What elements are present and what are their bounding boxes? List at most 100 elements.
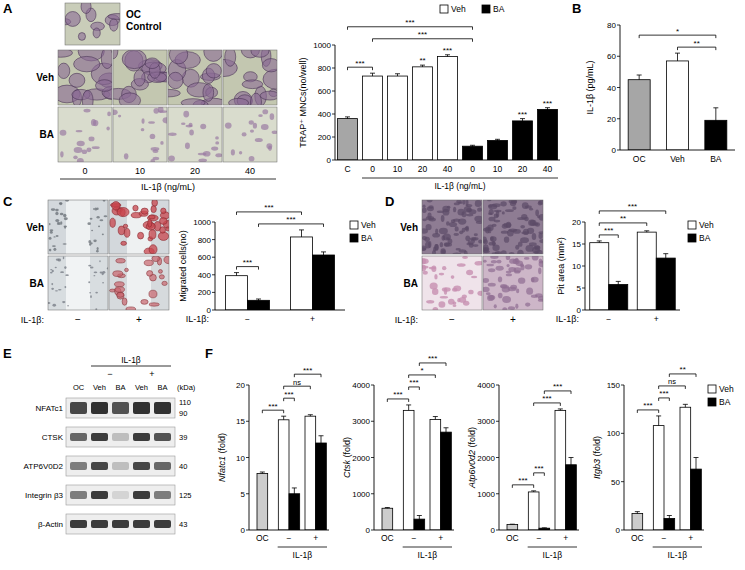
bar bbox=[313, 255, 335, 310]
cell bbox=[211, 146, 218, 150]
y-tick bbox=[212, 274, 215, 275]
cell bbox=[51, 283, 53, 285]
cell bbox=[422, 259, 429, 264]
x-label: IL-1β bbox=[418, 550, 438, 560]
x-axis bbox=[374, 530, 454, 531]
micrograph bbox=[58, 50, 112, 105]
legend-label: BA bbox=[719, 397, 731, 407]
micrograph-bg bbox=[483, 256, 543, 310]
label: BA bbox=[404, 278, 418, 289]
cell bbox=[204, 50, 222, 61]
cell bbox=[125, 268, 129, 271]
y-label-part: Ctsk bbox=[342, 460, 352, 479]
micrograph bbox=[109, 200, 169, 254]
significance: ** bbox=[694, 39, 700, 48]
cell bbox=[512, 206, 516, 210]
cell bbox=[255, 138, 263, 142]
cell bbox=[56, 235, 59, 237]
cell bbox=[215, 141, 219, 144]
micrograph-bg bbox=[422, 200, 482, 254]
cell bbox=[113, 271, 123, 277]
category-label: 0 bbox=[370, 164, 375, 174]
cell bbox=[206, 64, 221, 78]
significance: *** bbox=[268, 402, 277, 411]
legend-swatch bbox=[482, 5, 490, 13]
significance: *** bbox=[643, 401, 652, 410]
panel-letter: D bbox=[385, 194, 394, 209]
y-label-part: (fold) bbox=[342, 437, 352, 460]
group-line bbox=[60, 179, 276, 180]
bar bbox=[291, 237, 313, 310]
significance: *** bbox=[393, 390, 402, 399]
group-line bbox=[278, 547, 327, 548]
cell bbox=[97, 247, 99, 250]
y-tick bbox=[212, 222, 215, 223]
cell bbox=[525, 264, 532, 269]
cell bbox=[488, 242, 496, 246]
micrograph-frame bbox=[65, 3, 120, 45]
cell bbox=[488, 283, 496, 287]
y-tick bbox=[582, 288, 585, 289]
cell bbox=[535, 209, 539, 216]
bar bbox=[609, 284, 628, 310]
cell bbox=[427, 200, 433, 203]
category-label: 40 bbox=[543, 164, 553, 174]
blot-band bbox=[70, 462, 87, 470]
cell bbox=[449, 222, 457, 227]
chart: 02004006008001000−+IL-1β:Migrated cells(… bbox=[178, 203, 376, 324]
blot-strip bbox=[66, 485, 175, 505]
cell bbox=[262, 109, 268, 114]
cell bbox=[169, 50, 187, 64]
cell bbox=[121, 241, 127, 245]
bar bbox=[316, 443, 327, 530]
x-label: IL-1β: bbox=[186, 314, 209, 324]
cell bbox=[483, 287, 490, 292]
x-axis bbox=[335, 160, 560, 161]
cell bbox=[55, 209, 59, 212]
cell bbox=[468, 209, 476, 214]
micrograph-frame bbox=[48, 200, 108, 254]
micrograph bbox=[65, 3, 120, 45]
cell bbox=[225, 122, 232, 128]
y-tick bbox=[212, 257, 215, 258]
x-label: IL-1β bbox=[668, 550, 688, 560]
y-tick bbox=[212, 310, 215, 311]
label: Veh bbox=[93, 383, 106, 392]
cell bbox=[520, 225, 525, 228]
cell bbox=[470, 237, 477, 240]
cell bbox=[517, 217, 525, 220]
cell bbox=[55, 290, 58, 291]
cell bbox=[455, 226, 459, 231]
micrograph-frame bbox=[422, 256, 482, 310]
cell bbox=[453, 207, 456, 212]
cell bbox=[441, 250, 446, 254]
tick-label: 15 bbox=[572, 240, 581, 249]
cell bbox=[49, 249, 51, 252]
micrograph bbox=[483, 256, 543, 310]
cell bbox=[475, 200, 482, 207]
cell bbox=[122, 298, 127, 305]
y-tick bbox=[371, 530, 374, 531]
blot-band bbox=[112, 433, 129, 441]
plot-marks bbox=[226, 230, 335, 310]
micrograph-bg bbox=[168, 107, 222, 162]
y-tick bbox=[246, 385, 249, 386]
tick-label: 600 bbox=[318, 87, 332, 96]
micrograph-frame bbox=[113, 50, 167, 105]
cell bbox=[76, 130, 83, 132]
cell bbox=[531, 278, 534, 283]
cell bbox=[48, 302, 50, 304]
cell bbox=[115, 287, 125, 293]
cell bbox=[150, 134, 156, 139]
cell bbox=[535, 222, 540, 227]
tick-label: 1000 bbox=[352, 490, 370, 499]
cell bbox=[242, 80, 263, 89]
micrograph-frame bbox=[483, 256, 543, 310]
category-label: − bbox=[412, 533, 417, 543]
label: 40 bbox=[245, 166, 255, 176]
cell bbox=[151, 206, 156, 213]
label: IL-1β: bbox=[395, 315, 418, 325]
cell bbox=[133, 205, 138, 211]
cell bbox=[538, 299, 543, 302]
kda-label: 39 bbox=[179, 433, 187, 442]
